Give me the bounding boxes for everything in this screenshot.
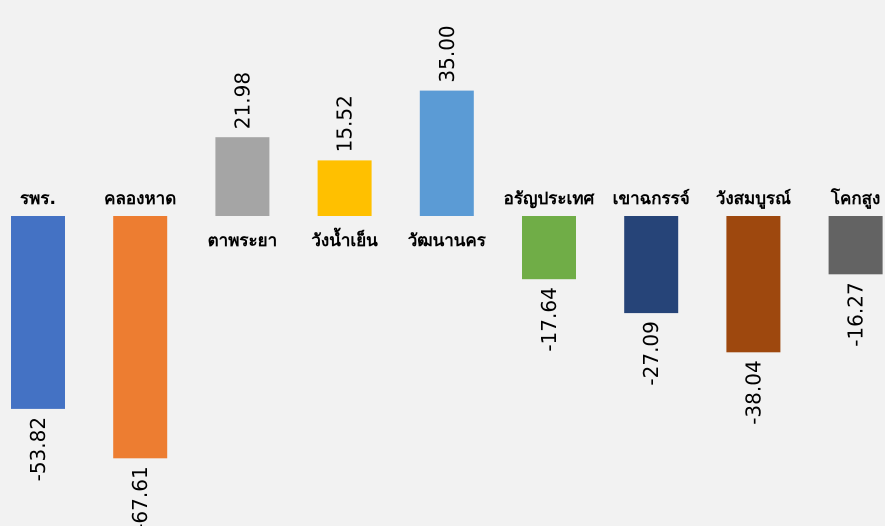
bar-2	[113, 216, 168, 459]
bar-3	[215, 137, 270, 216]
category-label-2: คลองหาด	[104, 189, 176, 209]
value-label-4: 15.52	[333, 95, 357, 152]
category-label-5: วัฒนานคร	[408, 231, 487, 251]
value-label-8: -38.04	[741, 360, 765, 424]
value-label-5: 35.00	[435, 25, 459, 82]
category-label-1: รพร.	[20, 189, 56, 209]
value-label-2: -67.61	[128, 466, 152, 526]
value-label-3: 21.98	[230, 72, 254, 129]
category-label-8: วังสมบูรณ์	[716, 188, 791, 210]
bar-5	[419, 90, 474, 216]
category-label-7: เขาฉกรรจ์	[613, 188, 690, 209]
category-label-6: อรัญประเทศ	[504, 189, 596, 209]
value-label-9: -16.27	[844, 282, 868, 346]
bar-4	[317, 160, 372, 216]
category-label-4: วังน้ำเย็น	[311, 227, 378, 251]
bar-6	[522, 216, 576, 280]
bar-9	[828, 216, 883, 275]
value-label-6: -17.64	[537, 287, 561, 351]
value-label-7: -27.09	[639, 321, 663, 385]
bar-1	[11, 216, 65, 409]
value-label-1: -53.82	[26, 417, 50, 481]
category-label-3: ตาพระยา	[208, 231, 278, 251]
bar-8	[726, 216, 781, 353]
bar-7	[624, 216, 679, 314]
category-label-9: โคกสูง	[830, 188, 880, 210]
